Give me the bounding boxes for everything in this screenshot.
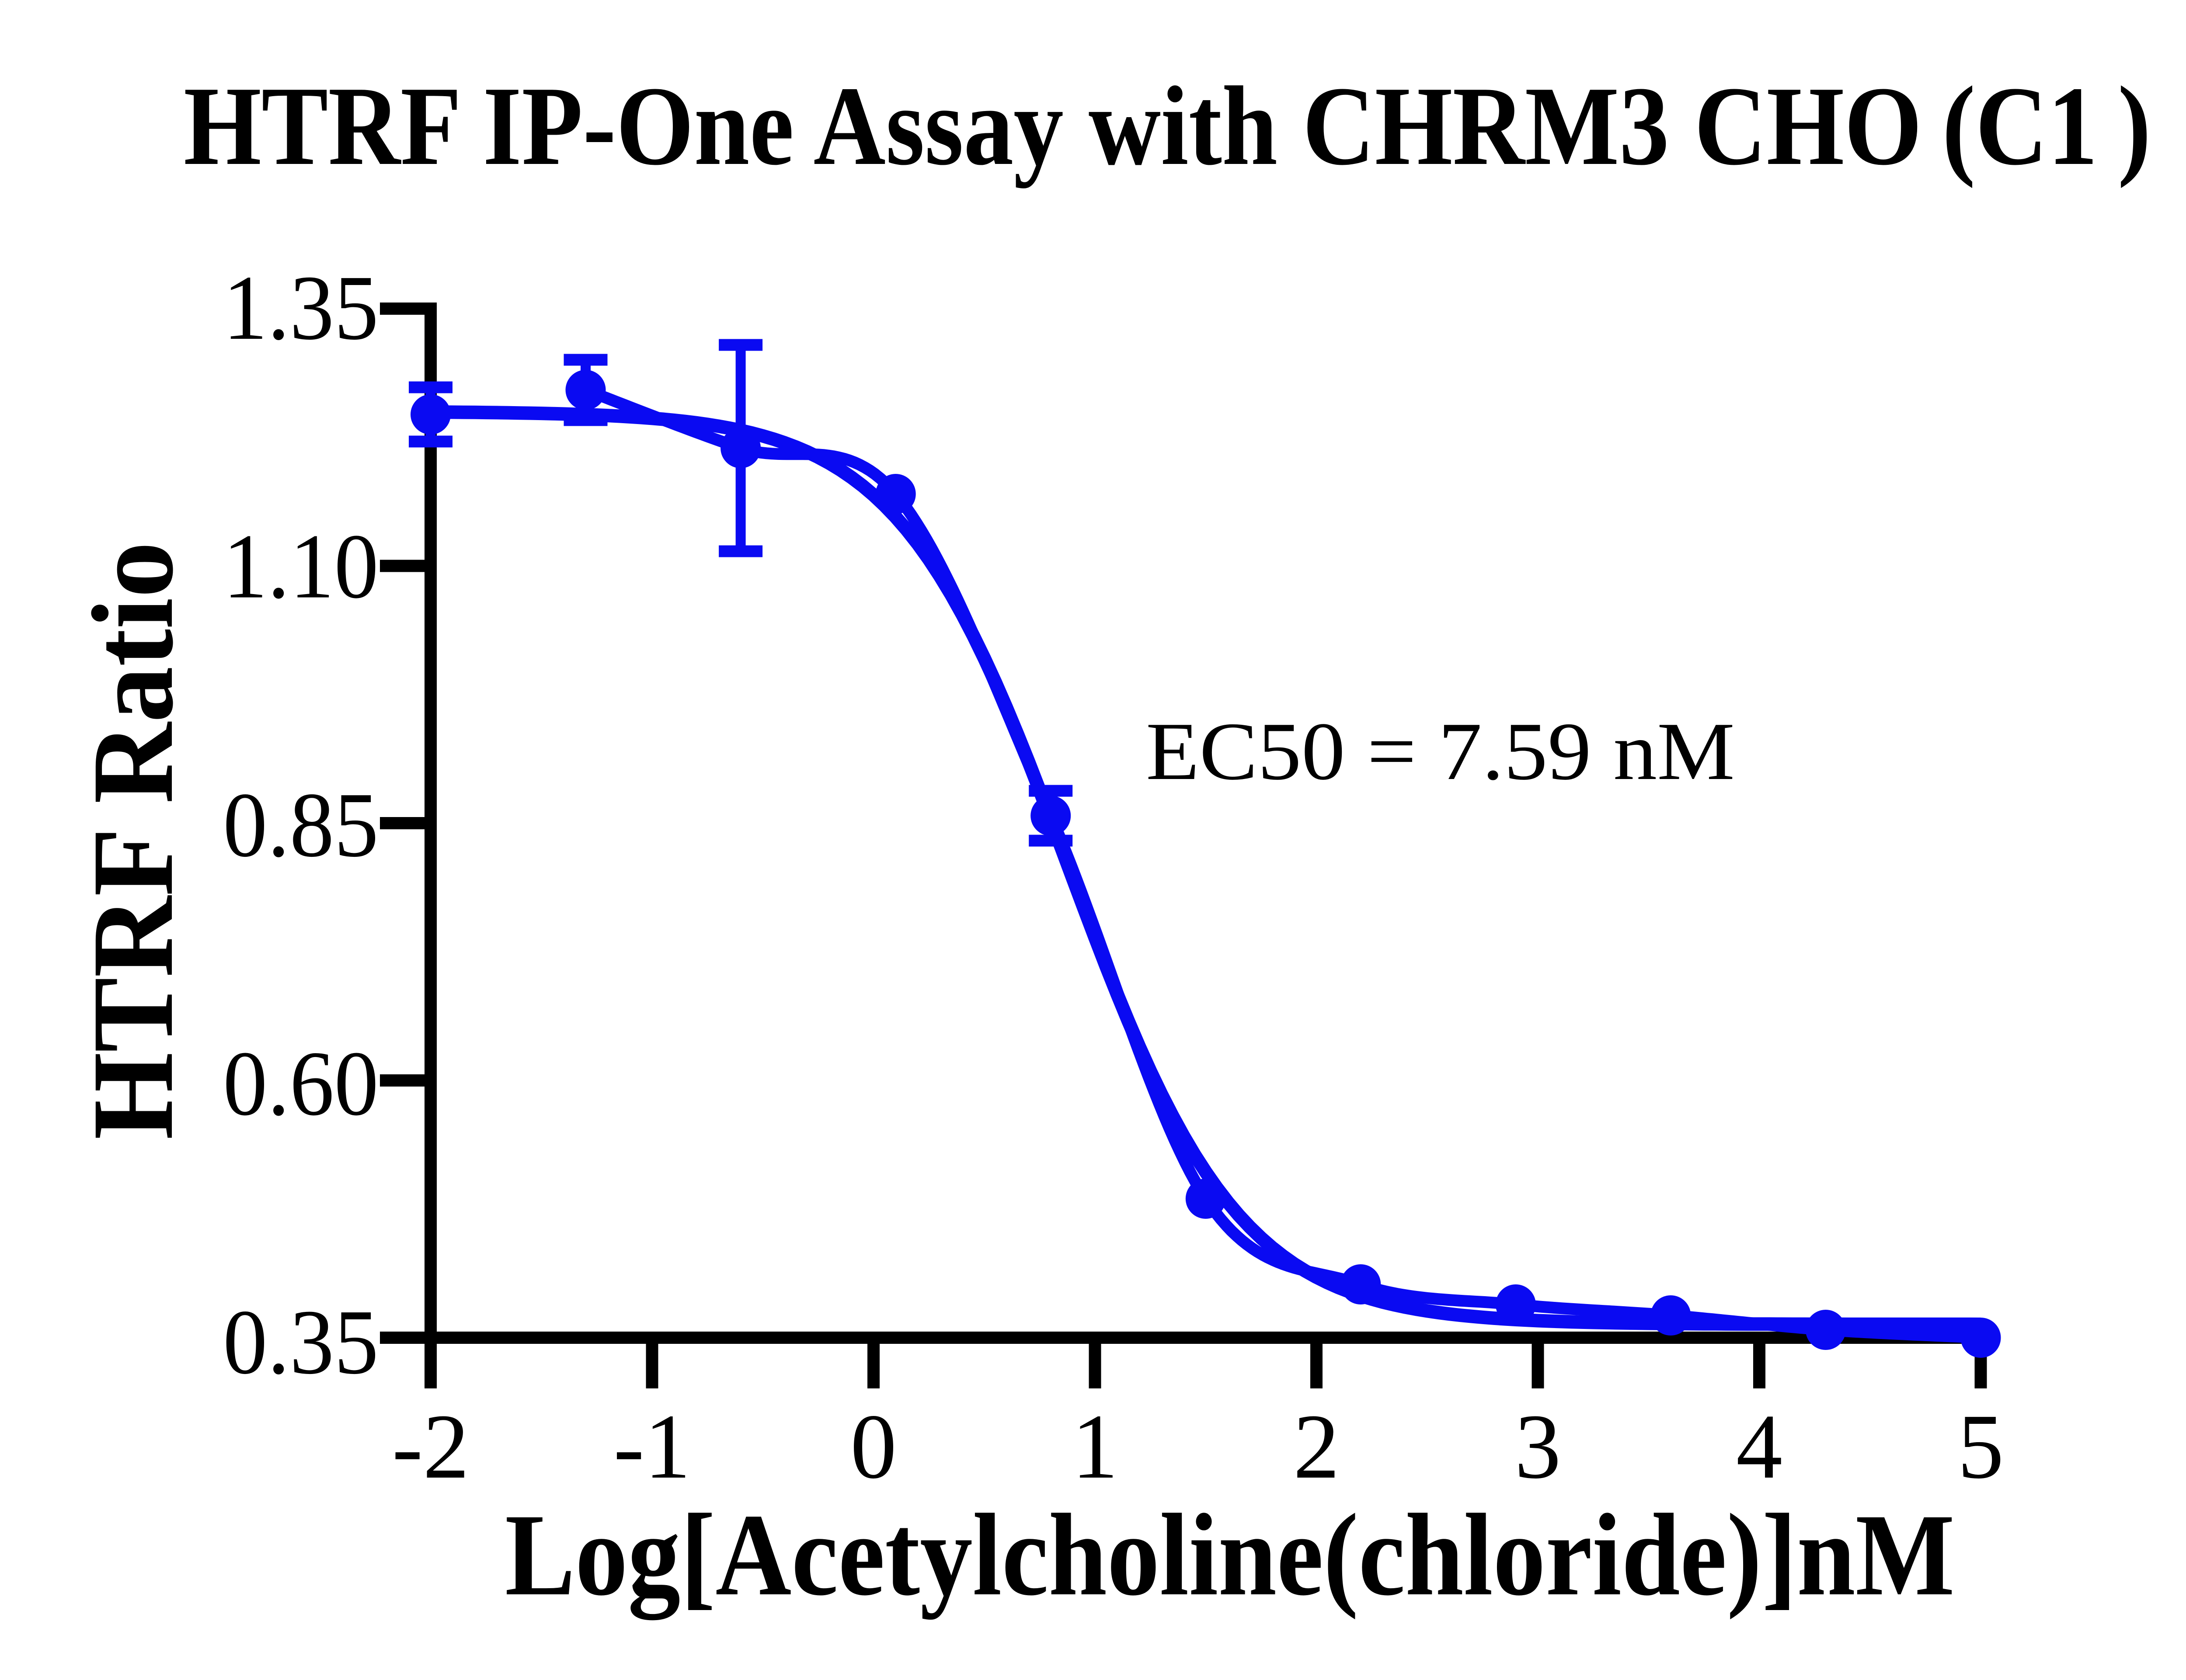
svg-text:1.10: 1.10 bbox=[223, 515, 379, 618]
svg-text:1.35: 1.35 bbox=[223, 256, 379, 359]
svg-text:-1: -1 bbox=[613, 1395, 691, 1498]
svg-text:-2: -2 bbox=[392, 1395, 470, 1498]
svg-text:0.85: 0.85 bbox=[223, 773, 379, 876]
svg-text:HTRF IP-One Assay with CHRM3 C: HTRF IP-One Assay with CHRM3 CHO (C1 ) bbox=[184, 63, 2151, 189]
svg-text:0.60: 0.60 bbox=[223, 1032, 379, 1135]
svg-text:5: 5 bbox=[1958, 1395, 2004, 1498]
svg-text:2: 2 bbox=[1293, 1395, 1340, 1498]
svg-text:3: 3 bbox=[1515, 1395, 1561, 1498]
svg-text:4: 4 bbox=[1736, 1395, 1782, 1498]
svg-text:0.35: 0.35 bbox=[223, 1290, 379, 1393]
svg-text:1: 1 bbox=[1072, 1395, 1118, 1498]
svg-text:HTRF Ratio: HTRF Ratio bbox=[68, 542, 197, 1140]
svg-text:EC50 = 7.59 nM: EC50 = 7.59 nM bbox=[1146, 706, 1735, 797]
svg-text:0: 0 bbox=[850, 1395, 897, 1498]
svg-text:Log[Acetylcholine(chloride)]nM: Log[Acetylcholine(chloride)]nM bbox=[505, 1490, 1955, 1622]
